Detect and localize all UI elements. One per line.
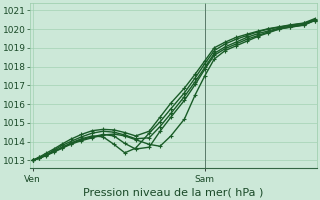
X-axis label: Pression niveau de la mer( hPa ): Pression niveau de la mer( hPa ) [84,187,264,197]
